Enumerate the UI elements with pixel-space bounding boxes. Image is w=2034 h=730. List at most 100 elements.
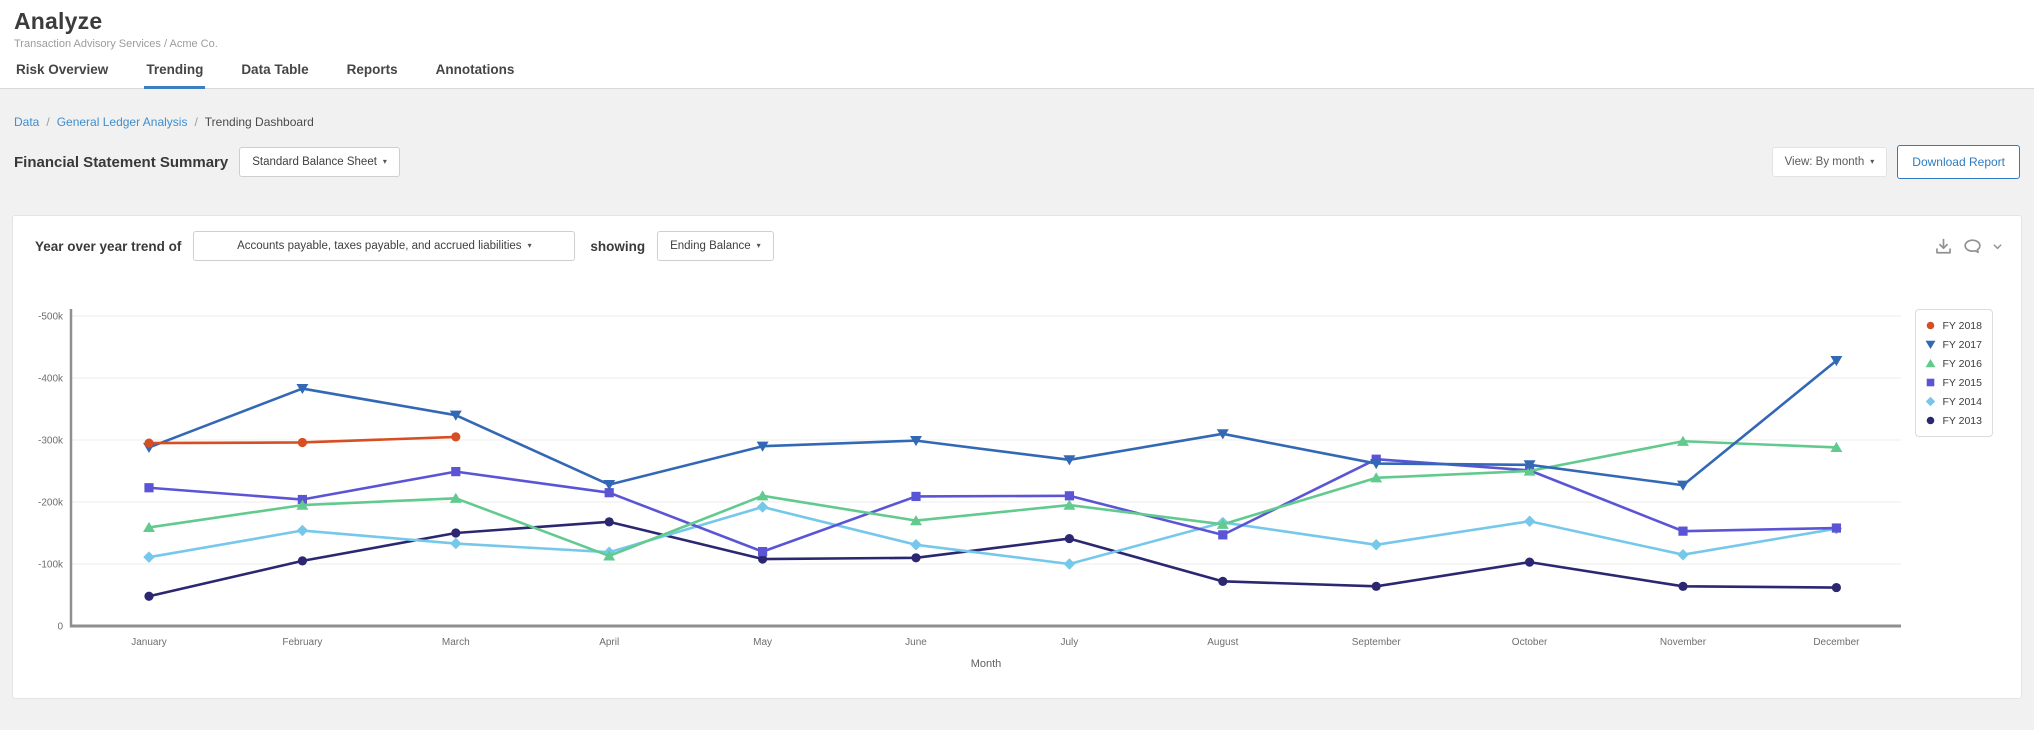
data-point bbox=[1216, 429, 1229, 440]
x-axis-tick: April bbox=[599, 637, 619, 648]
trend-card-header: Year over year trend of Accounts payable… bbox=[13, 216, 2021, 261]
series-line-fy-2017 bbox=[147, 359, 1838, 487]
x-axis-tick: October bbox=[1512, 637, 1548, 648]
chevron-down-icon: ▾ bbox=[1870, 157, 1875, 166]
legend-item-fy-2014[interactable]: FY 2014 bbox=[1924, 392, 1982, 411]
legend-label: FY 2017 bbox=[1942, 338, 1982, 351]
data-point bbox=[604, 488, 614, 498]
page-title: Analyze bbox=[14, 8, 103, 34]
series-line-fy-2013 bbox=[147, 520, 1838, 598]
data-point bbox=[910, 515, 922, 526]
chevron-down-icon[interactable] bbox=[1992, 241, 2003, 252]
breadcrumb-item-trending-dashboard: Trending Dashboard bbox=[204, 115, 314, 129]
data-point bbox=[910, 436, 922, 447]
data-point bbox=[1677, 480, 1689, 491]
statement-type-dropdown-label: Standard Balance Sheet bbox=[252, 156, 377, 168]
view-mode-dropdown-label: View: By month bbox=[1784, 156, 1865, 168]
trend-chart: -500k -400k -300k -200k -100k 0 January Februar… bbox=[13, 281, 2021, 702]
data-point bbox=[1370, 458, 1383, 470]
data-point bbox=[1830, 441, 1843, 453]
tab-trending[interactable]: Trending bbox=[144, 62, 206, 89]
data-point bbox=[1063, 455, 1076, 466]
data-point bbox=[451, 467, 461, 477]
legend-item-fy-2013[interactable]: FY 2013 bbox=[1924, 411, 1982, 430]
data-point bbox=[1064, 491, 1074, 501]
legend-item-fy-2016[interactable]: FY 2016 bbox=[1924, 354, 1982, 373]
metric-selector-dropdown[interactable]: Ending Balance ▾ bbox=[657, 231, 774, 261]
data-point bbox=[910, 539, 922, 551]
x-axis-tick: May bbox=[753, 637, 772, 648]
statement-type-dropdown[interactable]: Standard Balance Sheet ▾ bbox=[239, 147, 400, 177]
data-point bbox=[450, 537, 462, 550]
summary-actions: View: By month ▾ Download Report bbox=[1771, 145, 2020, 179]
data-point bbox=[1370, 472, 1383, 483]
account-selector-label: Accounts payable, taxes payable, and acc… bbox=[237, 240, 522, 252]
data-point bbox=[1830, 356, 1843, 367]
x-axis-tick: February bbox=[282, 637, 322, 648]
y-axis-tick: -100k bbox=[38, 560, 64, 571]
breadcrumb-separator: / bbox=[46, 115, 50, 129]
x-axis-tick: July bbox=[1061, 637, 1079, 648]
data-point bbox=[451, 432, 461, 442]
tab-risk-overview[interactable]: Risk Overview bbox=[16, 62, 109, 77]
data-point bbox=[297, 494, 307, 505]
chart-legend: FY 2018 FY 2017 FY 2016 FY 2015 FY 2014 FY 20… bbox=[1915, 309, 1993, 437]
data-point bbox=[1218, 576, 1228, 586]
data-point bbox=[1371, 581, 1381, 591]
tab-annotations[interactable]: Annotations bbox=[435, 62, 515, 77]
data-point bbox=[1926, 396, 1936, 407]
breadcrumb-separator: / bbox=[194, 115, 198, 129]
download-report-button[interactable]: Download Report bbox=[1897, 145, 2020, 179]
tab-reports[interactable]: Reports bbox=[346, 62, 398, 77]
line-chart-canvas: -500k -400k -300k -200k -100k 0 January Februar… bbox=[38, 309, 1901, 670]
data-point bbox=[1927, 321, 1935, 330]
account-selector-dropdown[interactable]: Accounts payable, taxes payable, and acc… bbox=[193, 231, 576, 261]
data-point bbox=[1677, 548, 1689, 561]
legend-item-fy-2017[interactable]: FY 2017 bbox=[1924, 335, 1982, 354]
chevron-down-icon: ▾ bbox=[382, 157, 387, 166]
y-axis-tick: -500k bbox=[38, 312, 64, 323]
data-point bbox=[756, 501, 769, 513]
data-point bbox=[911, 553, 921, 563]
sub-header: Data / General Ledger Analysis / Trending Da… bbox=[0, 89, 2034, 179]
legend-marker-icon bbox=[1927, 321, 1935, 330]
view-mode-dropdown[interactable]: View: By month ▾ bbox=[1771, 147, 1888, 177]
chevron-down-icon: ▾ bbox=[756, 241, 761, 250]
comment-icon[interactable] bbox=[1962, 237, 1983, 256]
showing-label: showing bbox=[590, 238, 646, 254]
data-point bbox=[297, 556, 307, 566]
x-axis-tick: June bbox=[905, 637, 927, 648]
data-point bbox=[1678, 526, 1688, 536]
data-point bbox=[1926, 358, 1936, 368]
x-axis-tick: November bbox=[1660, 637, 1707, 648]
metric-selector-label: Ending Balance bbox=[670, 240, 751, 252]
breadcrumb-item-data[interactable]: Data bbox=[14, 115, 40, 129]
data-point bbox=[296, 499, 309, 510]
data-point bbox=[1525, 557, 1535, 567]
data-point bbox=[1927, 416, 1935, 425]
legend-label: FY 2013 bbox=[1942, 414, 1982, 427]
legend-item-fy-2018[interactable]: FY 2018 bbox=[1924, 316, 1982, 335]
breadcrumb-item-general-ledger-analysis[interactable]: General Ledger Analysis bbox=[56, 115, 188, 129]
download-icon[interactable] bbox=[1934, 237, 1953, 256]
legend-marker-icon bbox=[1926, 358, 1936, 368]
tab-data-table[interactable]: Data Table bbox=[241, 62, 309, 77]
data-point bbox=[144, 591, 154, 601]
data-point bbox=[1678, 581, 1688, 591]
data-point bbox=[1064, 533, 1074, 544]
legend-marker-icon bbox=[1926, 340, 1936, 350]
data-point bbox=[758, 547, 768, 557]
data-point bbox=[1216, 518, 1229, 529]
data-point bbox=[1677, 435, 1689, 446]
legend-label: FY 2015 bbox=[1942, 376, 1982, 389]
legend-item-fy-2015[interactable]: FY 2015 bbox=[1924, 373, 1982, 392]
x-axis-tick: March bbox=[442, 637, 470, 648]
data-point bbox=[144, 483, 154, 493]
breadcrumb: Data / General Ledger Analysis / Trending Da… bbox=[14, 89, 2020, 129]
tab-bar: Risk Overview Trending Data Table Reports An… bbox=[14, 62, 2020, 89]
legend-label: FY 2016 bbox=[1942, 357, 1982, 370]
chevron-down-icon: ▾ bbox=[527, 241, 532, 250]
page-header: Analyze Transaction Advisory Services / … bbox=[0, 0, 2034, 89]
data-point bbox=[756, 490, 769, 501]
x-axis-tick: January bbox=[131, 637, 167, 648]
